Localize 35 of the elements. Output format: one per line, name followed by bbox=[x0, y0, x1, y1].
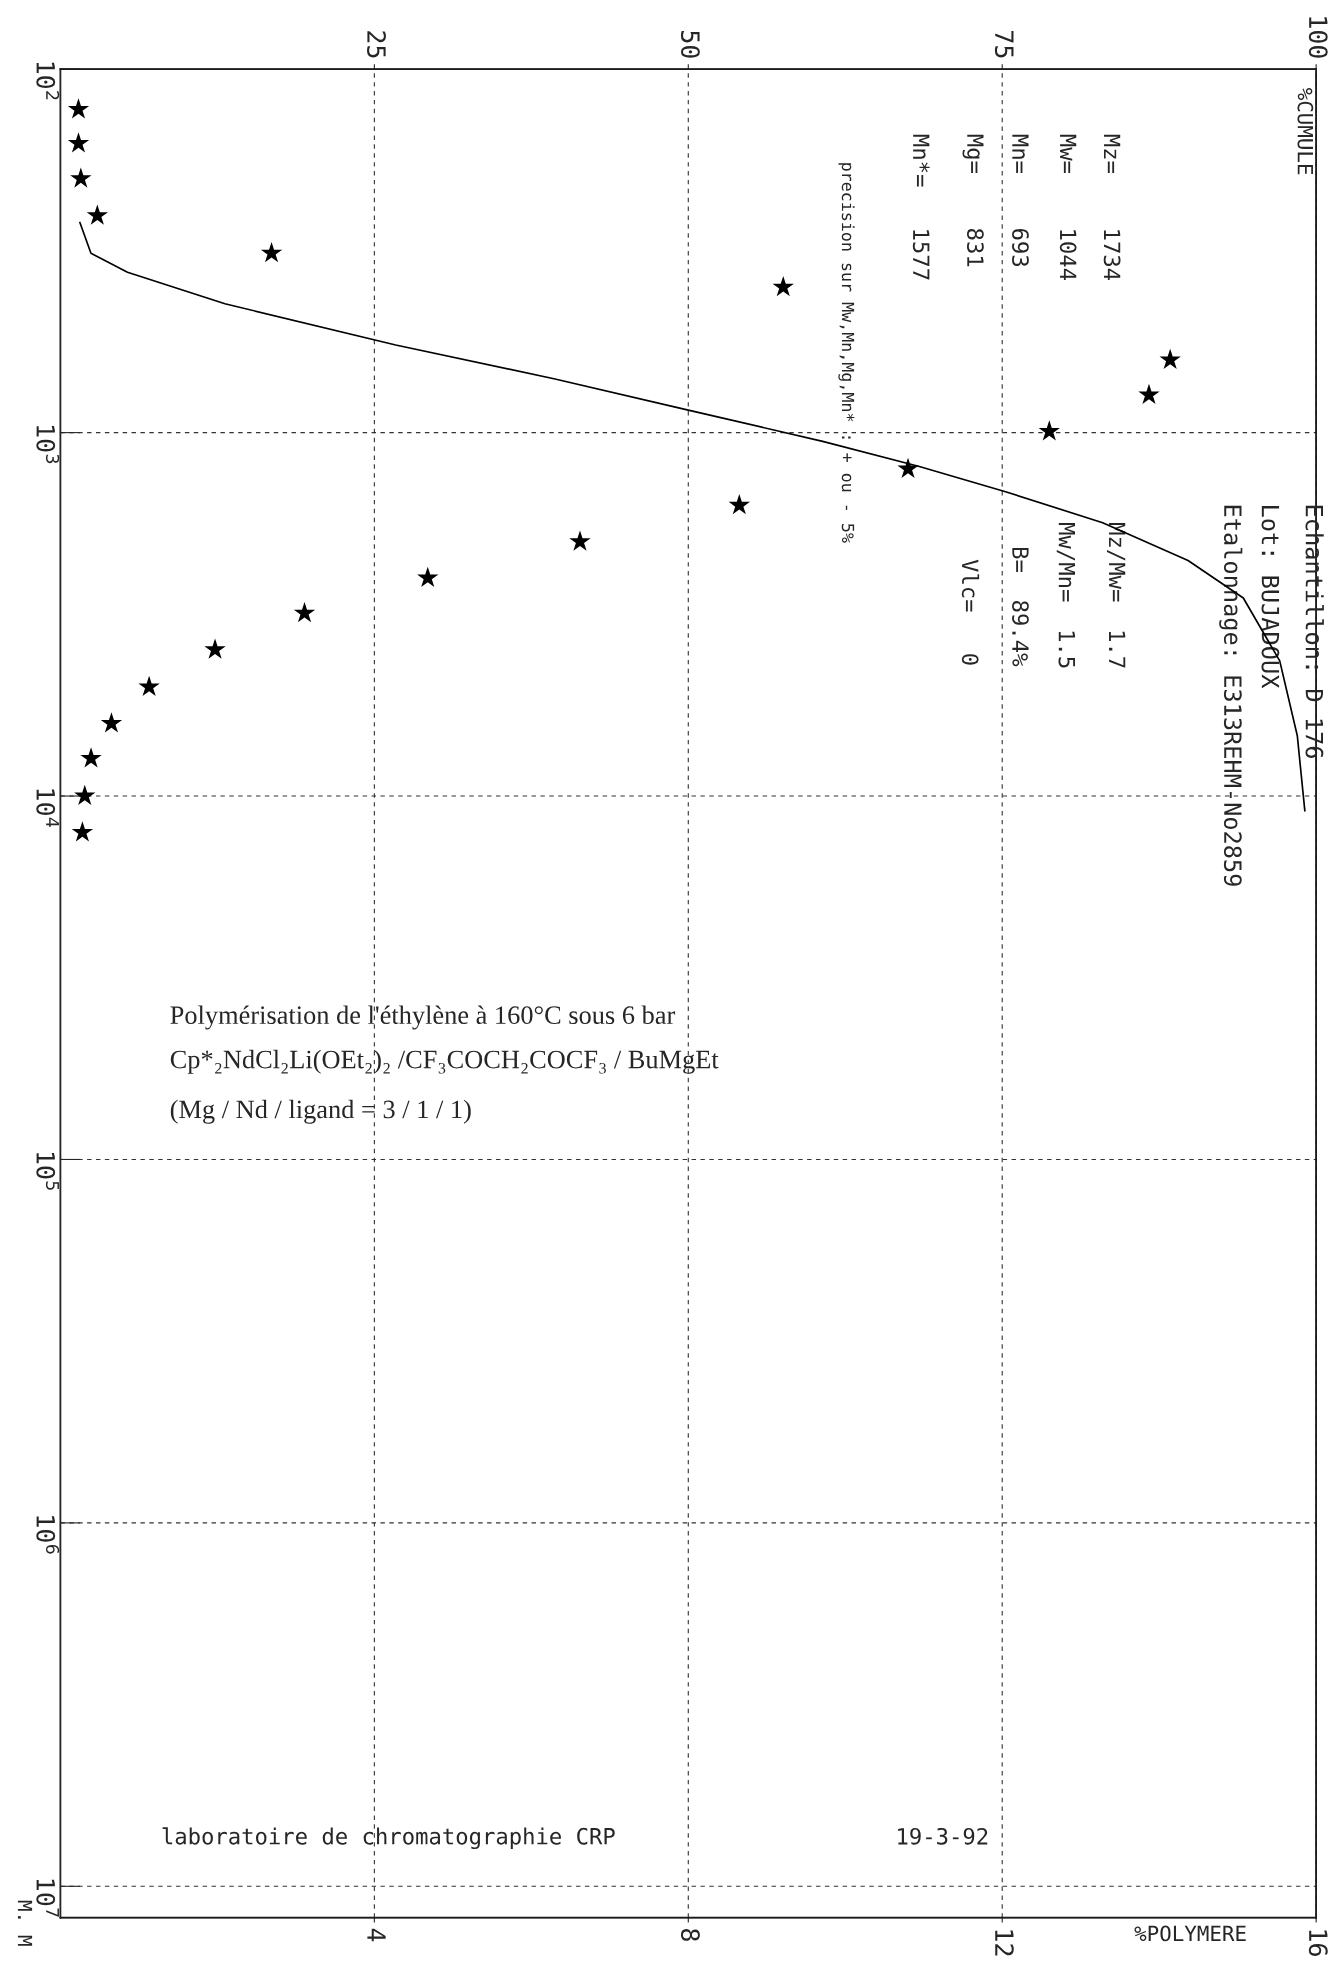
x2-tick-label: 25 bbox=[367, 31, 386, 58]
annotation: 19-3-92 bbox=[898, 1827, 988, 1845]
y-axis-title: M. M bbox=[17, 1900, 33, 1946]
annotation: (Mg / Nd / ligand = 3 / 1 / 1) bbox=[170, 1099, 471, 1124]
x2-tick-label: 100 bbox=[1308, 17, 1328, 58]
x2-tick-label: 50 bbox=[680, 31, 700, 58]
annotation: Mz= 1734 bbox=[1103, 134, 1121, 280]
annotation: Mw/Mn= 1.5 bbox=[1056, 523, 1076, 668]
y-tick-label: 10$^{4}$ bbox=[36, 789, 59, 827]
x-tick-label: 8 bbox=[680, 1929, 700, 1941]
annotation: Vlc= 0 bbox=[961, 559, 980, 665]
annotation: Echantillon: D 176 bbox=[1305, 505, 1324, 758]
annotation: laboratoire de chromatographie CRP bbox=[162, 1827, 615, 1850]
x2-tick-label: 75 bbox=[994, 31, 1014, 58]
x-tick-label: 4 bbox=[367, 1928, 386, 1942]
y-tick-label: 10$^{6}$ bbox=[36, 1516, 60, 1554]
annotation: Mz/Mw= 1.7 bbox=[1106, 523, 1126, 668]
annotation: Cp*₂NdCl₂Li(OEt₂)₂ /CF₃COCH₂COCF₃ / BuMgEt bbox=[170, 1049, 719, 1074]
y-tick-label: 10$^{3}$ bbox=[36, 426, 60, 464]
x-axis-title: %POLYMERE bbox=[1134, 1925, 1246, 1942]
annotation: Etalonnage: E313REHM-No2859 bbox=[1219, 505, 1243, 886]
y-tick-label: 10$^{2}$ bbox=[36, 62, 60, 100]
x-tick-label: 16 bbox=[1308, 1930, 1328, 1956]
y-tick-label: 10$^{7}$ bbox=[36, 1879, 59, 1917]
annotation: Mw= 1044 bbox=[1059, 134, 1077, 280]
annotation: Polymérisation de l'éthylène à 160°C sous 6 bar bbox=[170, 1005, 676, 1030]
x2-axis-title: %CUMULE bbox=[1297, 88, 1314, 175]
annotation: Mn*= 1577 bbox=[912, 134, 930, 280]
annotation: Lot: BUJADOUX bbox=[1261, 506, 1280, 689]
annotation: B= 89.4% bbox=[1012, 547, 1029, 667]
annotation: precision sur Mw,Mn,Mg,Mn* : + ou - 5% bbox=[838, 163, 855, 543]
annotation: Mg= 831 bbox=[962, 134, 984, 267]
x-tick-label: 12 bbox=[995, 1930, 1014, 1956]
y-tick-label: 10$^{5}$ bbox=[36, 1152, 59, 1190]
annotation: Mn= 693 bbox=[1012, 134, 1029, 267]
